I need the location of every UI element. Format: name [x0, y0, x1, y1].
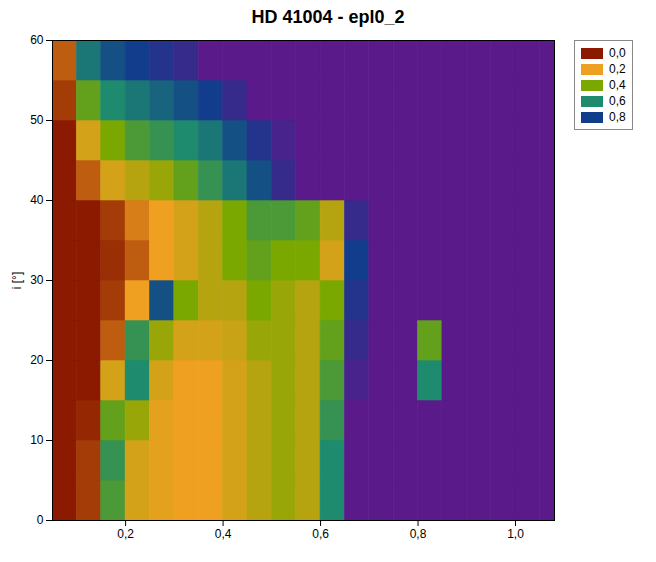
- svg-text:1,0: 1,0: [507, 527, 524, 541]
- html-text:0,4: 0,4: [609, 78, 626, 92]
- svg-text:0,4: 0,4: [215, 527, 232, 541]
- svg-text:0,2: 0,2: [117, 527, 134, 541]
- svg-text:30: 30: [30, 273, 44, 287]
- html-text:HD 41004 - epl0_2: HD 41004 - epl0_2: [251, 7, 405, 27]
- svg-text:20: 20: [30, 353, 44, 367]
- svg-text:50: 50: [30, 113, 44, 127]
- html-text:0,2: 0,2: [609, 62, 626, 76]
- html-text:0,0: 0,0: [609, 46, 626, 60]
- svg-text:0,8: 0,8: [410, 527, 427, 541]
- svg-text:60: 60: [30, 33, 44, 47]
- html-text:0,6: 0,6: [609, 94, 626, 108]
- svg-text:40: 40: [30, 193, 44, 207]
- svg-text:0: 0: [37, 513, 44, 527]
- svg-text:i [°]: i [°]: [10, 272, 24, 289]
- html-text:0,8: 0,8: [609, 110, 626, 124]
- svg-text:0,6: 0,6: [312, 527, 329, 541]
- svg-text:10: 10: [30, 433, 44, 447]
